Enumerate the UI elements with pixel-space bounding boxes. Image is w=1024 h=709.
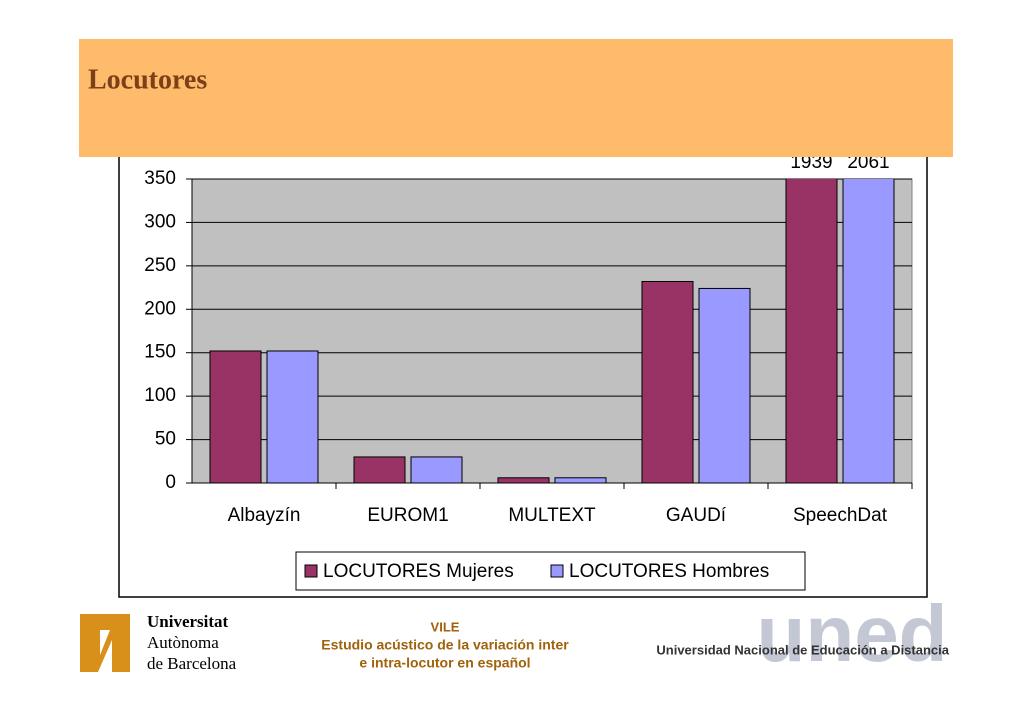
bar — [353, 456, 406, 483]
footer-center: Estudio acústico de la variación inter — [321, 637, 569, 653]
x-tick-label: Albayzín — [228, 505, 301, 526]
uab-line: de Barcelona — [147, 654, 237, 673]
slide-title: Locutores — [88, 64, 207, 95]
y-tick-label: 300 — [144, 211, 176, 232]
chart: 0 50 100 150 200 250 300 350 Albayzín EUROM1 MULTE… — [144, 152, 913, 591]
legend-label: LOCUTORES Mujeres — [323, 561, 514, 582]
legend-swatch — [550, 564, 564, 578]
uab-line: Autònoma — [147, 633, 219, 652]
legend-label: LOCUTORES Hombres — [569, 561, 769, 582]
footer-center: VILE — [431, 619, 460, 634]
bar — [209, 350, 262, 483]
uned-name: Universidad Nacional de Educación a Dist… — [656, 642, 949, 657]
y-tick-label: 350 — [144, 168, 176, 189]
bar — [698, 287, 751, 483]
uab-line: Universitat — [147, 612, 229, 631]
data-label: 2061 — [847, 152, 889, 173]
bar — [785, 179, 838, 483]
x-tick-label: GAUDí — [666, 505, 727, 526]
bar — [842, 179, 895, 483]
y-tick-label: 100 — [144, 385, 176, 406]
y-tick-label: 50 — [155, 429, 176, 450]
footer-center: e intra-locutor en español — [359, 655, 530, 671]
bar — [641, 280, 694, 483]
x-tick-label: MULTEXT — [508, 505, 596, 526]
bar — [554, 477, 607, 483]
bar — [266, 350, 319, 483]
bars — [209, 179, 895, 483]
y-tick-label: 0 — [165, 472, 176, 493]
x-tick-label: SpeechDat — [793, 505, 888, 526]
data-label: 1939 — [790, 152, 832, 173]
uab-logo — [80, 614, 130, 672]
y-tick-label: 150 — [144, 342, 176, 363]
y-tick-label: 200 — [144, 298, 176, 319]
x-tick-label: EUROM1 — [367, 505, 448, 526]
y-tick-label: 250 — [144, 255, 176, 276]
legend-swatch — [304, 564, 318, 578]
header-bar — [79, 39, 953, 157]
bar — [497, 477, 550, 483]
uned-logo: uned — [756, 589, 947, 678]
bar — [410, 456, 463, 483]
